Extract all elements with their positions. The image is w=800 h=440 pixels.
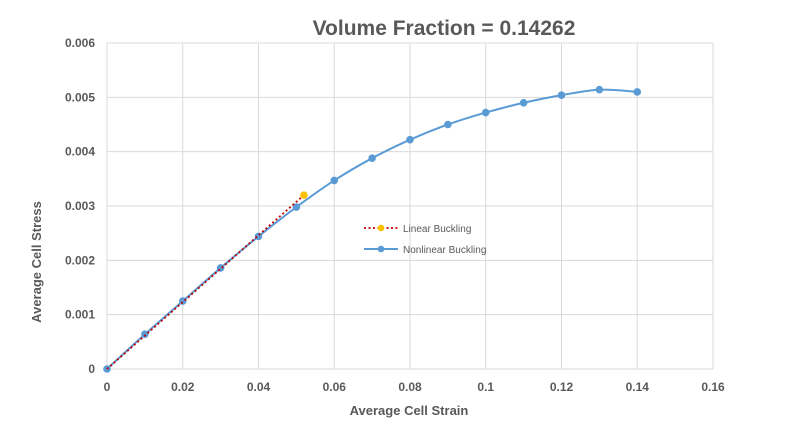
data-point <box>633 88 642 96</box>
legend: Linear Buckling Nonlinear Buckling <box>364 224 486 256</box>
series-linear-buckling <box>106 191 308 370</box>
x-axis-title: Average Cell Strain <box>350 403 469 418</box>
legend-label: Nonlinear Buckling <box>403 245 486 256</box>
y-tick-label: 0.002 <box>65 253 95 267</box>
y-tick-labels: 0 0.001 0.002 0.003 0.004 0.005 0.006 <box>65 36 95 376</box>
series-line <box>106 88 638 370</box>
legend-item-nonlinear-buckling: Nonlinear Buckling <box>364 245 486 256</box>
series-nonlinear-buckling <box>103 85 642 373</box>
x-tick-label: 0.04 <box>247 380 271 394</box>
data-point <box>330 176 339 185</box>
x-tick-label: 0.02 <box>171 380 195 394</box>
y-tick-label: 0 <box>88 362 95 376</box>
series-line <box>106 194 305 370</box>
data-point <box>178 297 187 305</box>
legend-marker <box>377 245 385 253</box>
data-point <box>444 120 452 129</box>
y-tick-label: 0.003 <box>65 199 95 213</box>
x-tick-label: 0.08 <box>398 380 422 394</box>
x-tick-label: 0.1 <box>477 380 494 394</box>
y-axis-title: Average Cell Stress <box>29 201 44 323</box>
data-point <box>141 330 149 339</box>
data-point <box>406 135 414 144</box>
data-point <box>292 203 301 211</box>
data-point <box>481 108 490 117</box>
legend-marker <box>377 224 385 232</box>
x-tick-label: 0.12 <box>550 380 574 394</box>
x-tick-label: 0.06 <box>323 380 347 394</box>
data-point <box>519 98 528 107</box>
data-point <box>557 91 566 99</box>
series <box>103 85 642 373</box>
data-point <box>595 85 604 94</box>
data-point <box>368 154 376 162</box>
y-tick-label: 0.001 <box>65 308 95 322</box>
y-tick-label: 0.006 <box>65 36 95 50</box>
legend-item-linear-buckling: Linear Buckling <box>364 224 471 235</box>
data-point <box>300 191 308 199</box>
x-tick-labels: 0 0.02 0.04 0.06 0.08 0.1 0.12 0.14 0.16 <box>104 380 725 394</box>
grid <box>106 42 714 370</box>
y-tick-label: 0.004 <box>65 145 95 159</box>
x-tick-label: 0 <box>104 380 111 394</box>
legend-label: Linear Buckling <box>403 224 471 235</box>
x-tick-label: 0.14 <box>626 380 650 394</box>
y-tick-label: 0.005 <box>65 90 95 104</box>
x-tick-label: 0.16 <box>701 380 725 394</box>
chart-title: Volume Fraction = 0.14262 <box>313 17 576 40</box>
